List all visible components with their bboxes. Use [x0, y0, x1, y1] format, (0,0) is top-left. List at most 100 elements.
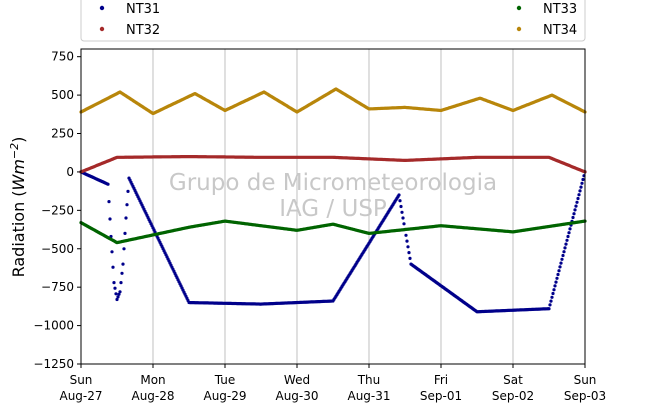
data-point: [561, 253, 565, 258]
data-point: [121, 262, 125, 266]
legend-label: NT34: [543, 23, 577, 38]
data-point: [550, 295, 554, 299]
data-point: [567, 231, 571, 235]
data-point: [555, 276, 559, 280]
data-point: [122, 247, 126, 251]
x-tick-weekday: Wed: [284, 373, 310, 387]
plot-frame: [80, 48, 586, 365]
data-point: [408, 256, 412, 260]
y-label-close: ): [9, 137, 28, 143]
data-point: [579, 185, 583, 189]
data-point: [107, 200, 111, 204]
legend-label: NT31: [126, 2, 160, 17]
data-point: [402, 222, 406, 226]
data-point: [563, 246, 567, 250]
data-point: [124, 216, 128, 220]
data-point: [117, 292, 121, 296]
legend-marker: [99, 26, 105, 32]
watermark: Grupo de Micrometeorologia IAG / USP: [169, 170, 497, 222]
data-point: [558, 265, 562, 269]
y-tick-label: 750: [51, 50, 74, 64]
data-point: [406, 245, 410, 249]
data-point: [576, 196, 580, 201]
x-tick-date: Sep-03: [564, 389, 606, 403]
data-point: [551, 291, 555, 296]
data-point: [565, 238, 569, 242]
series-NT31: [79, 170, 587, 314]
data-point: [552, 288, 556, 292]
x-tick-date: Aug-31: [347, 389, 390, 403]
data-point: [106, 182, 110, 186]
legend-box: [80, 0, 586, 42]
data-point: [560, 257, 564, 261]
y-axis: 750 500 250 0 −250 −500 −750 −1000 −1250: [33, 50, 81, 371]
legend-marker: [99, 5, 105, 11]
data-point: [112, 281, 116, 285]
x-tick-weekday: Sun: [574, 373, 597, 387]
data-point: [564, 242, 568, 246]
y-tick-label: −500: [41, 242, 74, 256]
series-NT33: [79, 219, 587, 245]
x-tick-weekday: Mon: [140, 373, 165, 387]
y-tick-label: −250: [41, 203, 74, 217]
x-tick-weekday: Tue: [214, 373, 236, 387]
x-tick-date: Aug-30: [275, 389, 318, 403]
x-tick-weekday: Fri: [434, 373, 448, 387]
data-point: [568, 227, 572, 231]
data-point: [120, 271, 124, 275]
data-point: [566, 234, 570, 239]
legend-label: NT33: [543, 2, 577, 17]
x-tick-date: Aug-29: [203, 389, 246, 403]
y-tick-label: −1000: [33, 319, 74, 333]
x-tick-date: Sep-01: [420, 389, 462, 403]
data-point: [397, 193, 401, 197]
y-label-exponent: −2: [8, 143, 21, 159]
data-point: [401, 216, 405, 220]
series-NT34: [79, 87, 587, 116]
data-point: [547, 307, 551, 311]
data-point: [554, 280, 558, 284]
data-point: [572, 212, 576, 216]
y-tick-label: 0: [66, 165, 74, 179]
data-point: [562, 250, 566, 254]
watermark-line-2: IAG / USP: [279, 196, 387, 222]
y-label-text: Radiation (: [9, 190, 28, 277]
data-point: [577, 193, 581, 197]
data-point: [404, 233, 408, 237]
x-tick-date: Aug-27: [59, 389, 102, 403]
grid-lines: [152, 49, 514, 364]
data-point: [574, 204, 578, 208]
data-point: [108, 217, 112, 221]
data-point: [578, 189, 582, 193]
data-point: [118, 290, 122, 294]
data-point: [119, 281, 123, 285]
data-point: [115, 297, 119, 302]
data-point: [580, 181, 584, 185]
data-point: [548, 303, 552, 307]
watermark-line-1: Grupo de Micrometeorologia: [169, 170, 497, 196]
y-tick-label: −1250: [33, 357, 74, 371]
x-tick-date: Sep-02: [492, 389, 534, 403]
y-tick-label: 500: [51, 88, 74, 102]
y-tick-label: 250: [51, 127, 74, 141]
legend-marker: [516, 5, 522, 11]
data-point: [116, 295, 120, 299]
data-point: [405, 239, 409, 243]
data-point: [113, 286, 117, 290]
y-tick-label: −750: [41, 280, 74, 294]
data-point: [114, 292, 118, 296]
legend-marker: [516, 26, 522, 32]
data-point: [556, 272, 560, 277]
data-point: [573, 208, 577, 212]
data-point: [559, 261, 563, 265]
x-tick-weekday: Sun: [70, 373, 93, 387]
data-point: [125, 203, 129, 207]
x-tick-date: Aug-28: [131, 389, 174, 403]
data-point: [581, 177, 585, 182]
data-points: [79, 87, 587, 314]
data-point: [553, 284, 557, 288]
data-point: [400, 210, 404, 214]
data-point: [126, 189, 130, 193]
data-point: [398, 199, 402, 203]
